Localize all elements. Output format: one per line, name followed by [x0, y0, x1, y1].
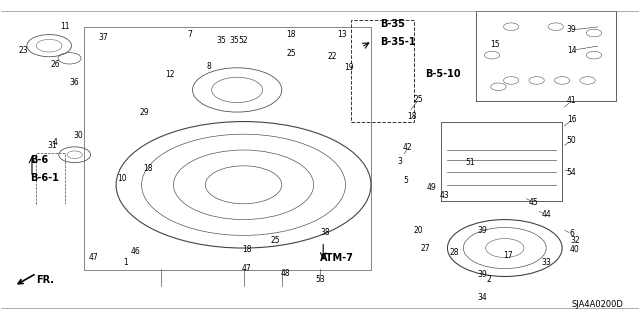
Text: 18: 18 [287, 30, 296, 39]
Text: 3: 3 [397, 157, 402, 166]
Text: 39: 39 [477, 226, 488, 235]
Text: B-35: B-35 [381, 19, 405, 28]
Text: 13: 13 [337, 30, 347, 39]
Text: 48: 48 [280, 269, 290, 278]
Text: 29: 29 [140, 108, 150, 116]
Text: 28: 28 [449, 248, 459, 257]
Text: 47: 47 [89, 253, 99, 262]
Text: 25: 25 [414, 95, 424, 104]
Text: 8: 8 [206, 62, 211, 71]
Text: 49: 49 [427, 183, 436, 192]
Text: 12: 12 [166, 70, 175, 78]
Text: 17: 17 [503, 251, 513, 260]
Text: 25: 25 [271, 236, 280, 245]
Text: 15: 15 [490, 40, 500, 48]
Text: 38: 38 [320, 228, 330, 237]
Text: SJA4A0200D: SJA4A0200D [572, 300, 623, 309]
Text: 39: 39 [477, 271, 488, 279]
Text: 33: 33 [541, 258, 551, 267]
Text: 18: 18 [242, 245, 252, 254]
Text: 36: 36 [70, 78, 79, 86]
Text: 26: 26 [51, 60, 60, 69]
Text: 43: 43 [440, 191, 449, 200]
Text: 40: 40 [570, 245, 580, 254]
Text: 31: 31 [47, 141, 57, 150]
Text: 45: 45 [529, 198, 538, 207]
Text: 51: 51 [465, 158, 474, 167]
Text: FR.: FR. [36, 275, 54, 285]
Text: 25: 25 [287, 49, 296, 58]
Text: 18: 18 [143, 165, 153, 174]
Bar [351, 20, 414, 122]
Text: 4: 4 [53, 137, 58, 147]
Text: B-6-1: B-6-1 [30, 174, 59, 183]
Text: 2: 2 [486, 275, 492, 284]
Text: 44: 44 [541, 210, 551, 219]
Text: 35: 35 [229, 36, 239, 45]
Text: 32: 32 [570, 236, 580, 245]
Text: 16: 16 [567, 115, 577, 124]
Text: 46: 46 [131, 247, 140, 256]
Text: 54: 54 [567, 168, 577, 177]
Text: 1: 1 [124, 258, 128, 267]
Text: 6: 6 [569, 229, 574, 238]
Text: 42: 42 [403, 143, 413, 152]
Text: ATM-7: ATM-7 [320, 253, 354, 263]
Text: 50: 50 [567, 136, 577, 145]
Text: 19: 19 [344, 63, 353, 72]
Text: 52: 52 [239, 36, 248, 45]
Text: 18: 18 [408, 112, 417, 121]
Text: 34: 34 [477, 293, 488, 301]
Text: 27: 27 [420, 243, 430, 253]
Text: 14: 14 [567, 46, 577, 55]
Text: 10: 10 [118, 174, 127, 183]
Text: 7: 7 [187, 30, 192, 39]
Text: B-35-1: B-35-1 [381, 38, 416, 48]
Text: 53: 53 [315, 275, 325, 284]
Text: 23: 23 [19, 46, 29, 55]
Text: 30: 30 [73, 131, 83, 140]
Text: 20: 20 [414, 226, 424, 235]
Text: 11: 11 [60, 22, 70, 31]
Text: B-5-10: B-5-10 [425, 69, 461, 79]
Text: 47: 47 [242, 264, 252, 273]
Text: 39: 39 [567, 25, 577, 34]
Text: 41: 41 [567, 97, 577, 106]
Text: 22: 22 [328, 52, 337, 61]
Text: B-6: B-6 [30, 154, 48, 165]
Text: 37: 37 [99, 33, 108, 42]
Text: 5: 5 [404, 175, 408, 185]
Text: 35: 35 [216, 36, 226, 45]
